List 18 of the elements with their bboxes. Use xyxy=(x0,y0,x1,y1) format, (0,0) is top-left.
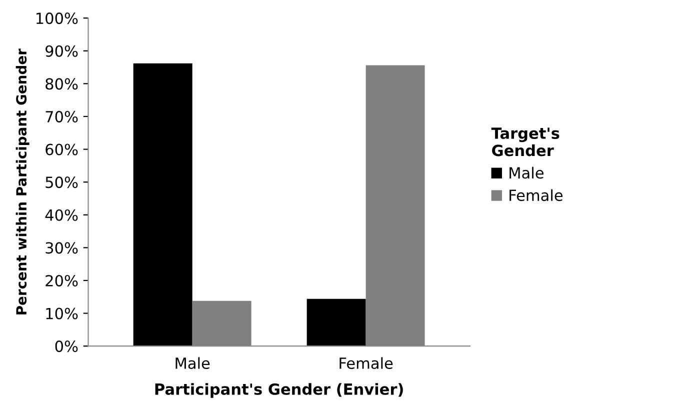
y-tick-label: 0% xyxy=(55,340,78,352)
y-tick-label: 80% xyxy=(46,78,78,90)
bar xyxy=(133,63,192,346)
y-tick-label: 60% xyxy=(46,144,78,156)
y-tick-label: 70% xyxy=(46,110,78,122)
y-tick-label: 90% xyxy=(46,45,78,57)
y-tick-label: 40% xyxy=(45,209,78,221)
y-tick-label: 20% xyxy=(46,274,78,286)
x-axis-title: Participant's Gender (Envier) xyxy=(155,383,403,398)
legend-label: Female xyxy=(510,189,563,202)
legend-label: Male xyxy=(510,166,544,179)
y-axis-title: Percent within Participant Gender xyxy=(16,48,30,314)
y-tick-label: 30% xyxy=(46,242,78,254)
y-tick-label: 100% xyxy=(36,12,78,24)
y-tick-label: 10% xyxy=(46,308,78,320)
bar xyxy=(306,298,366,346)
legend-title: Target's Gender xyxy=(491,128,560,156)
y-tick-label: 50% xyxy=(46,176,78,188)
